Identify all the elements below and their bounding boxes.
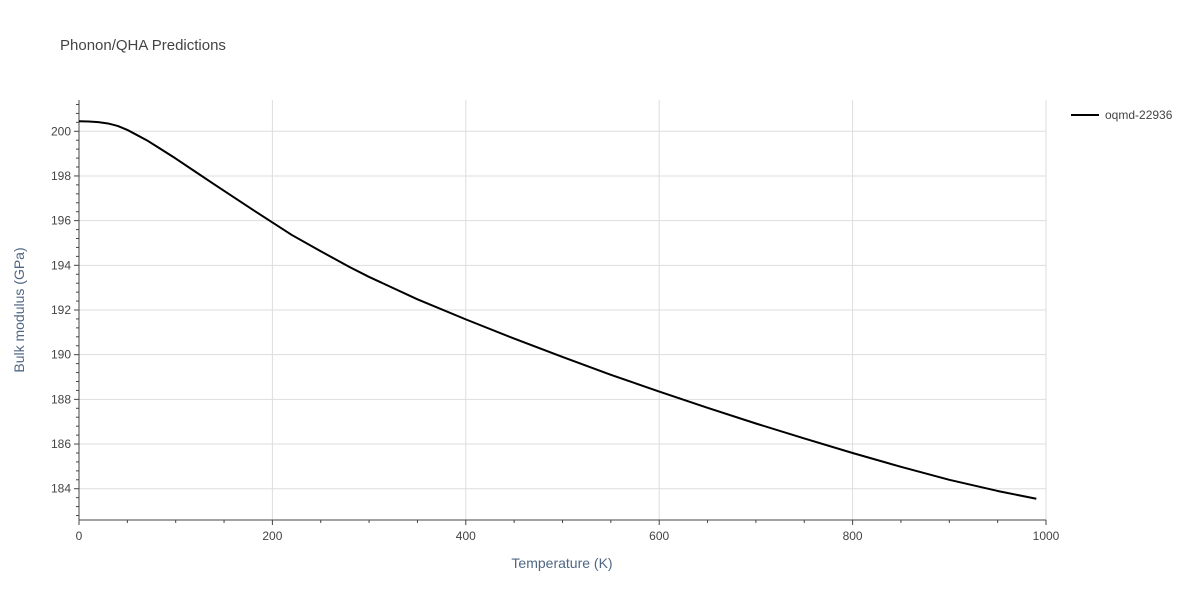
- plot-area: [78, 120, 1037, 500]
- x-tick-label: 0: [76, 529, 83, 543]
- x-tick-label: 200: [262, 529, 282, 543]
- y-tick-label: 198: [51, 169, 71, 183]
- x-tick-label: 1000: [1033, 529, 1060, 543]
- y-tick-label: 188: [51, 392, 71, 406]
- y-tick-label: 192: [51, 303, 71, 317]
- x-tick-label: 600: [649, 529, 669, 543]
- y-axis-title: Bulk modulus (GPa): [11, 247, 27, 372]
- y-tick-label: 194: [51, 258, 71, 272]
- y-tick-label: 190: [51, 348, 71, 362]
- axes: 0 200 400 600 800 1000 184 186 188 190 192 194 196 19…: [51, 100, 1060, 543]
- legend-label: oqmd-22936: [1105, 108, 1173, 122]
- x-axis-title: Temperature (K): [511, 555, 612, 571]
- y-tick-label: 196: [51, 214, 71, 228]
- y-tick-label: 200: [51, 124, 71, 138]
- y-tick-label: 184: [51, 482, 71, 496]
- y-tick-label: 186: [51, 437, 71, 451]
- chart-title: Phonon/QHA Predictions: [60, 37, 226, 54]
- series-line: [78, 120, 1037, 500]
- x-tick-label: 800: [843, 529, 863, 543]
- x-tick-label: 400: [456, 529, 476, 543]
- legend[interactable]: oqmd-22936: [1071, 108, 1173, 122]
- grid: [79, 100, 1047, 520]
